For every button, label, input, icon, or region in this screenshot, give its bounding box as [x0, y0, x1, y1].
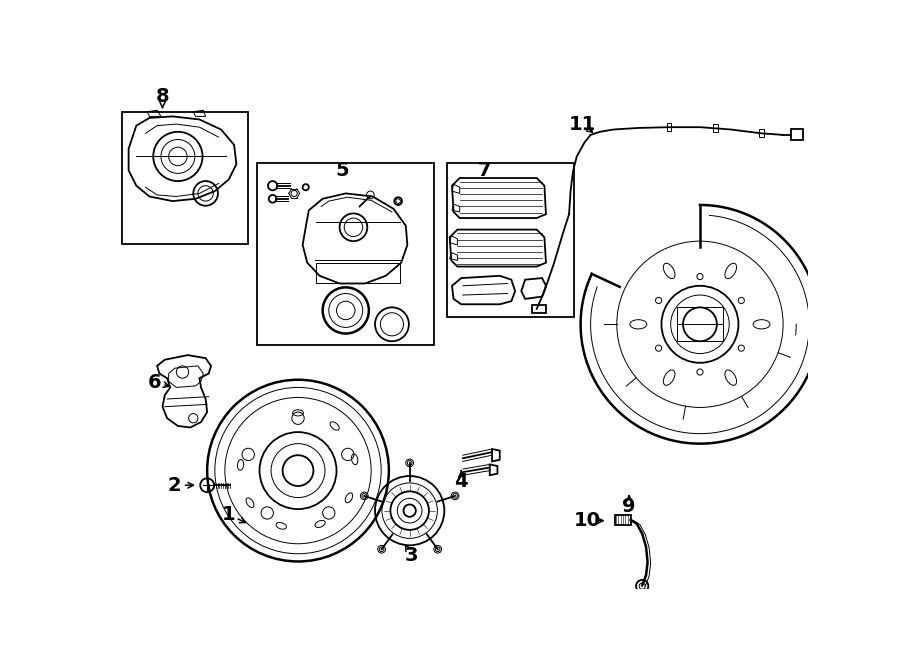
Bar — [791, 130, 803, 140]
Bar — [447, 163, 574, 316]
Bar — [616, 515, 631, 524]
Text: 9: 9 — [623, 497, 636, 516]
Bar — [667, 123, 671, 131]
Text: 3: 3 — [404, 545, 418, 565]
Bar — [760, 130, 764, 137]
Bar — [713, 124, 717, 132]
Bar — [532, 305, 546, 312]
Text: 5: 5 — [335, 161, 348, 180]
Text: 11: 11 — [569, 115, 596, 134]
Text: 4: 4 — [454, 472, 468, 491]
Bar — [257, 163, 435, 345]
Text: 1: 1 — [222, 505, 236, 524]
Bar — [122, 112, 248, 244]
Text: 6: 6 — [148, 373, 162, 391]
Text: 8: 8 — [156, 87, 169, 106]
Text: 10: 10 — [574, 511, 601, 530]
Text: 7: 7 — [478, 161, 491, 180]
Text: 2: 2 — [168, 476, 182, 495]
